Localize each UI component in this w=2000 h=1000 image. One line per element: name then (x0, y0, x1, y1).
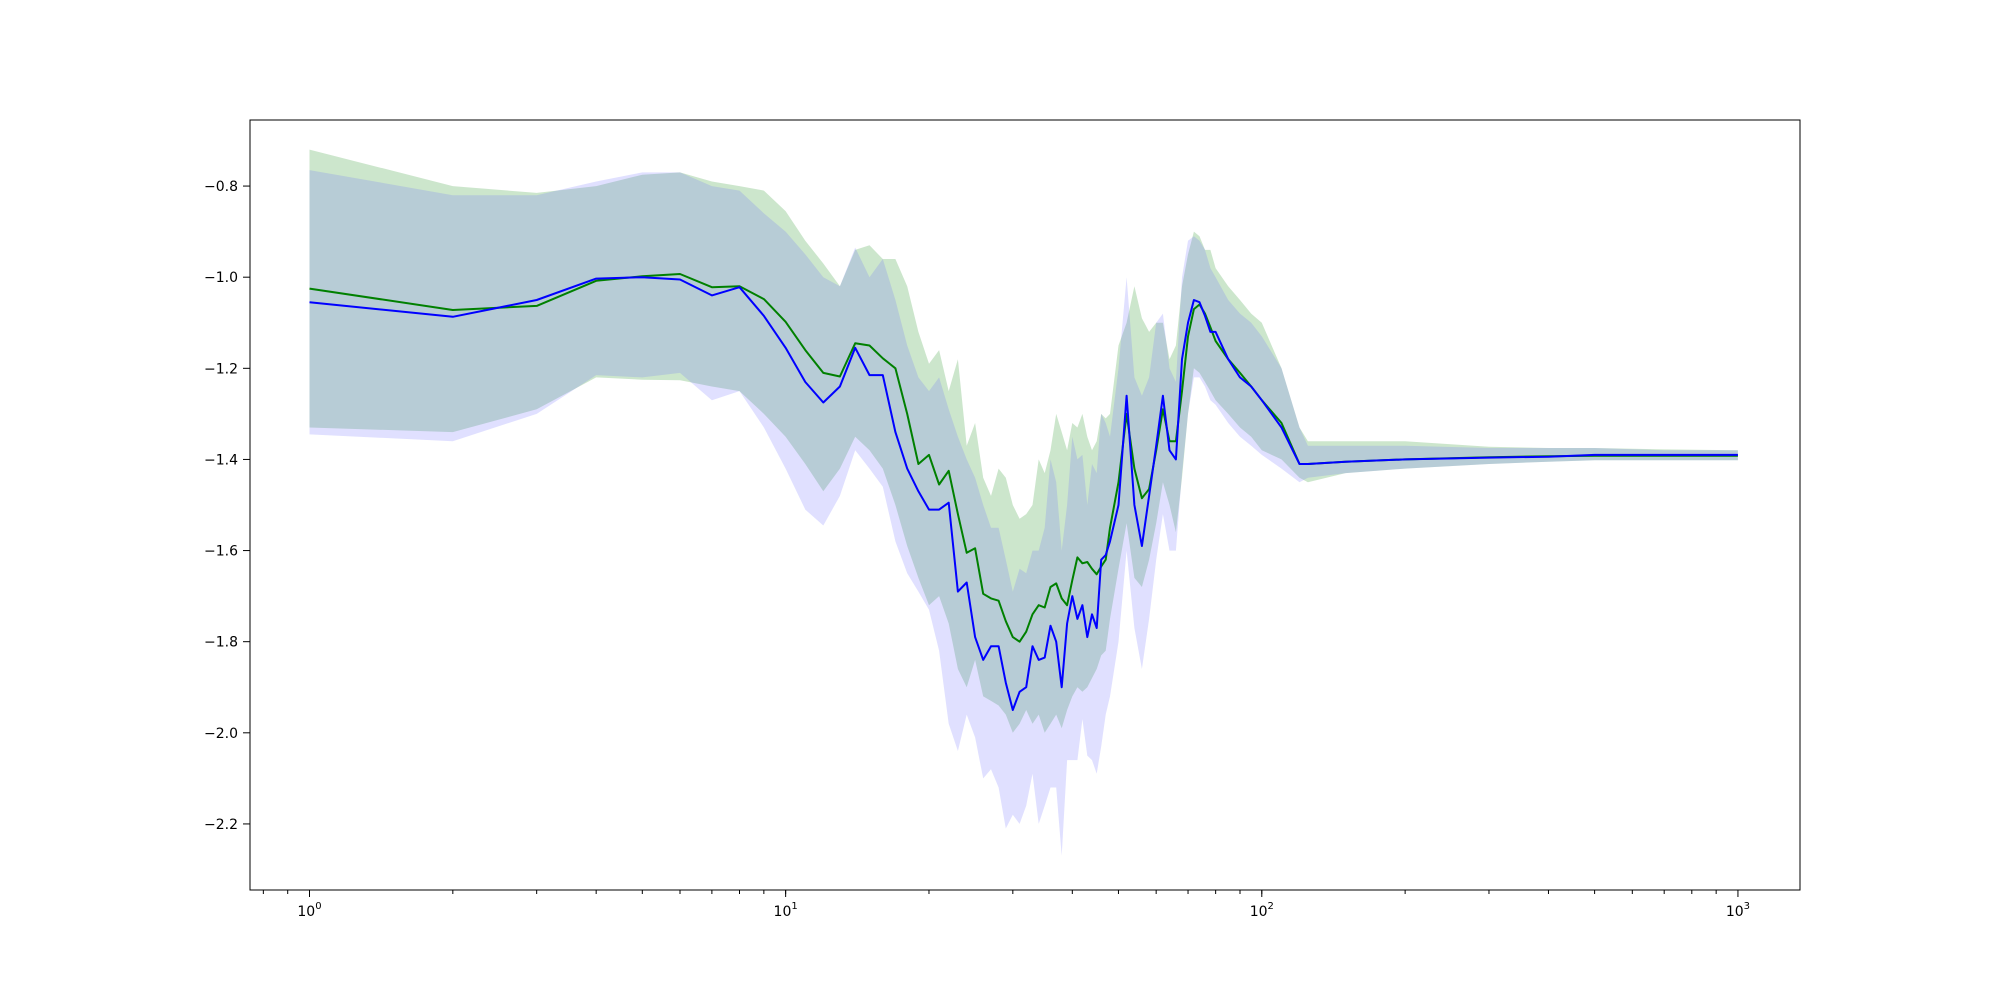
plot-frame (249, 119, 1801, 891)
series-lines (309, 273, 1738, 711)
series-0-band (309, 149, 1738, 733)
series-1-line (309, 276, 1738, 711)
y-tick-label: −1.0 (204, 270, 238, 286)
y-tick-label: −1.6 (204, 544, 238, 560)
y-tick-label: −2.0 (204, 726, 238, 742)
y-tick-label: −1.4 (204, 452, 238, 468)
x-tick-label: 103 (1726, 901, 1750, 920)
series-1-band (309, 170, 1738, 856)
x-tick-label: 100 (297, 901, 321, 920)
y-axis: −0.8 −1.0 −1.2 −1.4 −1.6 −1.8 −2.0 −2.2 (204, 179, 250, 833)
x-axis: 100 101 102 103 (262, 890, 1750, 920)
confidence-bands (309, 149, 1738, 856)
x-tick-label: 102 (1250, 901, 1274, 920)
x-tick-label: 101 (774, 901, 798, 920)
y-tick-label: −1.2 (204, 361, 238, 377)
y-tick-label: −1.8 (204, 635, 238, 651)
y-tick-label: −2.2 (204, 817, 238, 833)
y-tick-label: −0.8 (204, 179, 238, 195)
